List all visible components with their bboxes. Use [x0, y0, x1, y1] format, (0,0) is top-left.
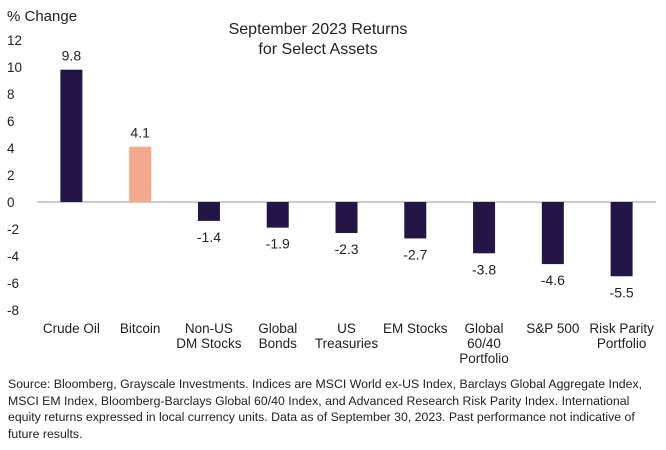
bar	[266, 202, 289, 228]
x-tick-label-line: Bitcoin	[120, 321, 161, 336]
x-tick-label-line: Portfolio	[459, 351, 509, 366]
y-tick-label: 4	[7, 141, 15, 156]
data-label: -1.4	[197, 229, 221, 245]
y-tick-label: 10	[7, 60, 22, 75]
data-label: 4.1	[130, 125, 150, 141]
x-tick-label-line: Bonds	[259, 336, 298, 351]
x-tick-label-line: Global	[258, 321, 297, 336]
x-tick-label-line: Portfolio	[597, 336, 647, 351]
x-tick-label-line: 60/40	[467, 336, 501, 351]
data-label: -2.7	[403, 246, 427, 262]
x-tick-label-line: Treasuries	[315, 336, 379, 351]
source-footnote: Source: Bloomberg, Grayscale Investments…	[8, 377, 643, 441]
x-tick-label: Global Bonds	[258, 321, 297, 351]
y-tick-label: -4	[7, 249, 19, 264]
x-tick-label-line: Global	[465, 321, 504, 336]
data-label: -1.9	[266, 236, 290, 252]
bar	[610, 202, 633, 277]
bars	[60, 69, 633, 277]
y-tick-label: 12	[7, 33, 22, 48]
bar	[541, 202, 564, 265]
x-tick-label-line: Crude Oil	[43, 321, 100, 336]
x-tick-label: Global 60/40 Portfolio	[459, 321, 509, 366]
x-tick-label-line: Non-US	[185, 321, 233, 336]
y-tick-label: 6	[7, 114, 15, 129]
x-tick-label: Risk Parity Portfolio	[589, 321, 654, 351]
bar	[404, 202, 427, 239]
y-tick-label: -8	[7, 303, 19, 318]
x-tick-label: Bitcoin	[120, 321, 161, 336]
chart-title-line-1: September 2023 Returns	[229, 21, 408, 38]
y-tick-label: 0	[7, 195, 15, 210]
data-label: -3.8	[472, 261, 496, 277]
x-tick-label: Non-US DM Stocks	[176, 321, 242, 351]
y-tick-label: -2	[7, 222, 19, 237]
x-tick-label: US Treasuries	[315, 321, 379, 351]
y-tick-label: 8	[7, 87, 15, 102]
data-labels: 9.8 4.1 -1.4 -1.9 -2.3 -2.7 -3.8 -4.6 -5.5	[62, 48, 634, 301]
data-label: -5.5	[610, 284, 634, 300]
x-tick-label: EM Stocks	[383, 321, 448, 336]
data-label: 9.8	[62, 48, 82, 64]
bar	[60, 69, 83, 202]
x-tick-label-line: US	[337, 321, 356, 336]
chart-title: September 2023 Returns for Select Assets	[229, 21, 408, 58]
y-tick-label: -6	[7, 276, 19, 291]
returns-bar-chart: % Change September 2023 Returns for Sele…	[7, 8, 656, 366]
x-tick-label-line: Risk Parity	[589, 321, 654, 336]
data-label: -2.3	[334, 241, 358, 257]
bar	[197, 202, 220, 221]
bar	[335, 202, 358, 234]
bar	[473, 202, 496, 254]
chart-title-line-2: for Select Assets	[258, 41, 377, 58]
data-label: -4.6	[541, 272, 565, 288]
bar	[129, 146, 152, 202]
x-tick-label-line: S&P 500	[526, 321, 579, 336]
x-tick-label-line: EM Stocks	[383, 321, 448, 336]
x-tick-label: S&P 500	[526, 321, 579, 336]
x-tick-label-line: DM Stocks	[176, 336, 242, 351]
x-tick-label: Crude Oil	[43, 321, 100, 336]
y-tick-label: 2	[7, 168, 15, 183]
y-axis-label: % Change	[7, 8, 77, 25]
y-axis-ticks: 12 10 8 6 4 2 0 -2 -4 -6 -8	[7, 33, 22, 318]
